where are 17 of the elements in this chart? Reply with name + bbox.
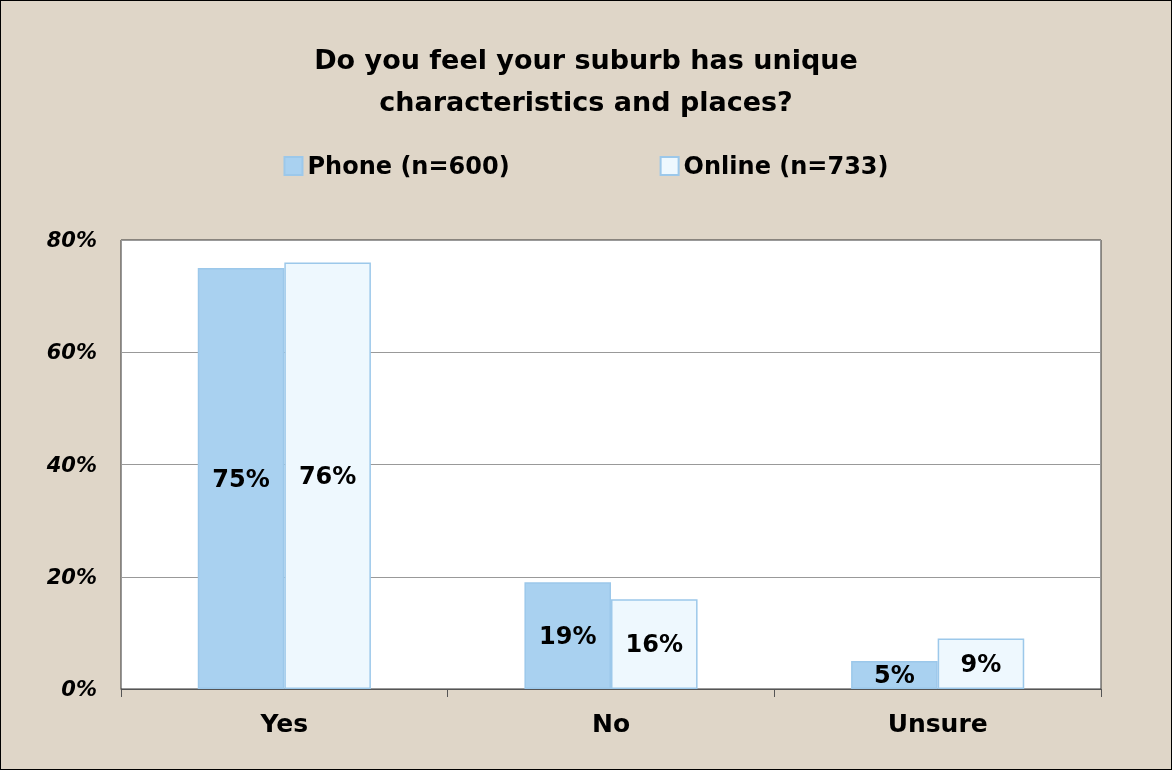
y-tick-label: 80% bbox=[46, 228, 97, 252]
y-tick-label: 0% bbox=[61, 677, 97, 701]
chart-title: Do you feel your suburb has unique characteristics and places? bbox=[314, 43, 858, 117]
legend-label: Phone (n=600) bbox=[307, 152, 510, 180]
y-tick-label: 20% bbox=[46, 564, 97, 589]
data-label: 5% bbox=[874, 660, 915, 689]
y-tick-label: 60% bbox=[46, 340, 97, 365]
y-tick-label: 40% bbox=[45, 452, 97, 477]
x-tick-label: No bbox=[591, 709, 631, 738]
data-label: 16% bbox=[625, 630, 684, 659]
x-tick-label: Yes bbox=[259, 709, 309, 738]
legend-label: Online (n=733) bbox=[683, 152, 889, 180]
data-label: 76% bbox=[298, 461, 357, 490]
data-label: 19% bbox=[538, 621, 597, 650]
data-label: 9% bbox=[960, 649, 1002, 678]
x-tick-label: Unsure bbox=[887, 709, 988, 738]
data-label: 75% bbox=[212, 464, 270, 493]
